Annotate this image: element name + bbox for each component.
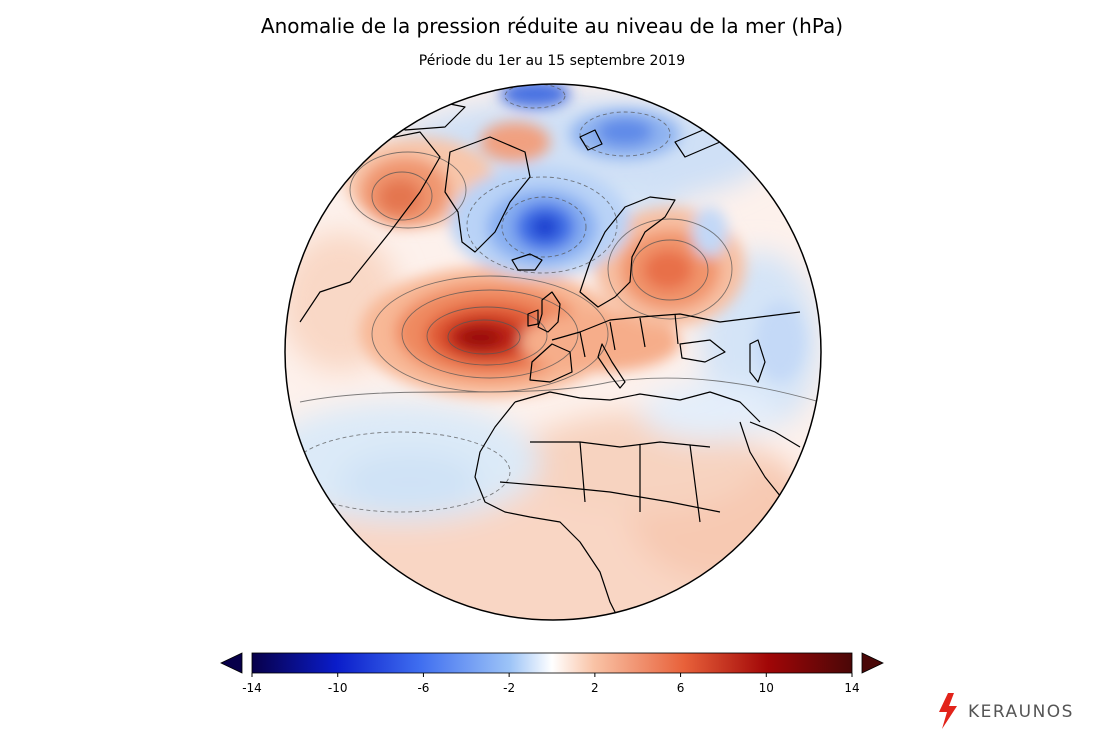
colorbar-tick-label: 14 [844,681,859,695]
colorbar-ticks: -14 -10 -6 -2 2 6 10 14 [242,673,860,695]
colorbar-tick-label: -10 [328,681,348,695]
isobars [299,151,821,403]
map-title: Anomalie de la pression réduite au nivea… [260,14,844,38]
colorbar-extend-min [220,652,243,674]
lightning-bolt-icon [939,693,957,729]
keraunos-logo: KERAUNOS [932,692,1097,732]
colorbar-tick-label: 6 [677,681,685,695]
map-subtitle: Période du 1er au 15 septembre 2019 [418,53,686,69]
colorbar-tick-label: 2 [591,681,599,695]
colorbar-tick-label: -6 [417,681,429,695]
globe-map [284,83,822,621]
globe-outline [284,83,822,621]
coastlines [299,99,801,620]
colorbar-tick-label: 10 [759,681,774,695]
colorbar-gradient [251,652,853,674]
colorbar-tick-label: -14 [242,681,262,695]
anomaly-cores [345,84,805,397]
colorbar-tick-label: -2 [503,681,515,695]
logo-text: KERAUNOS [968,702,1074,722]
colorbar: -14 -10 -6 -2 2 6 10 14 [220,652,884,695]
colorbar-extend-max [861,652,884,674]
